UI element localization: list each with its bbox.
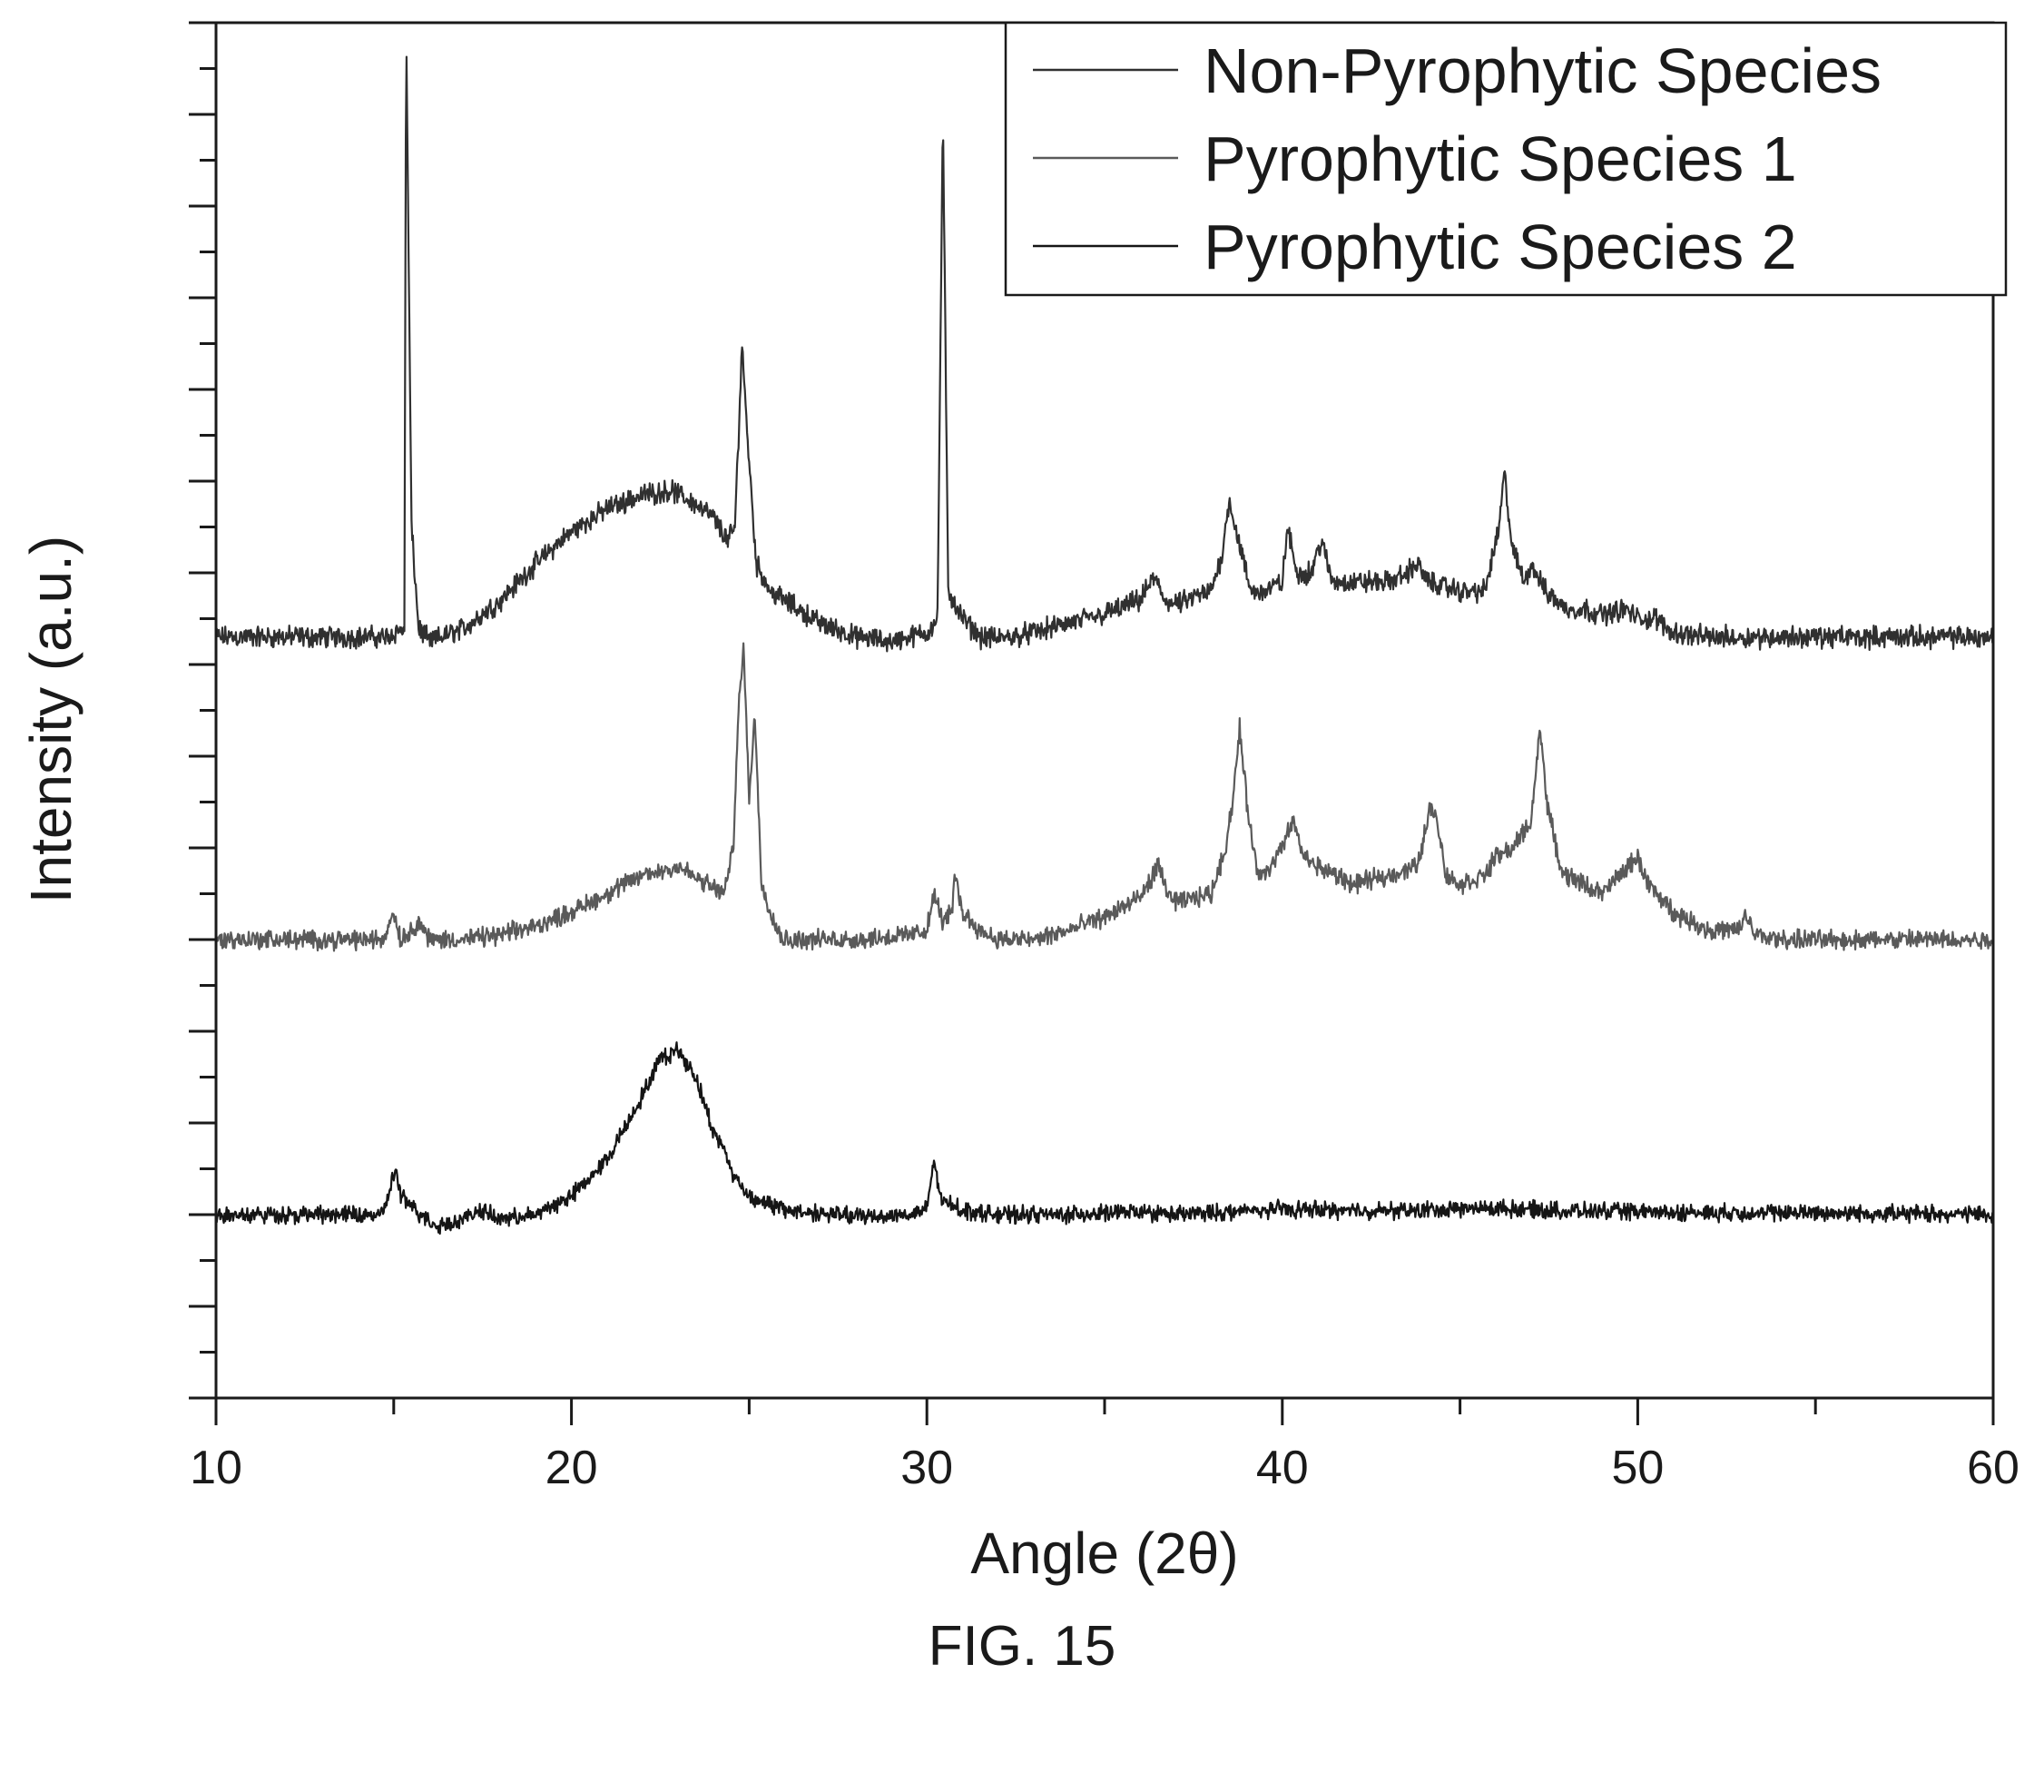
y-axis-ticks xyxy=(189,21,216,1400)
series-line-3 xyxy=(214,1041,1995,1236)
x-axis-ticks xyxy=(214,1398,1995,1425)
y-axis-title: Intensity (a.u.) xyxy=(18,536,84,904)
x-tick-label: 20 xyxy=(545,1442,598,1494)
x-tick-label: 50 xyxy=(1611,1442,1664,1494)
series-layer xyxy=(214,55,1995,1236)
x-axis-tick-labels: 10 20 30 40 50 60 xyxy=(190,1442,2019,1494)
series-line-1 xyxy=(214,55,1995,653)
figure-caption: FIG. 15 xyxy=(928,1615,1116,1678)
x-axis-title: Angle (2θ) xyxy=(970,1521,1238,1586)
legend-label: Pyrophytic Species 1 xyxy=(1204,123,1797,194)
legend-label: Non-Pyrophytic Species xyxy=(1204,35,1882,106)
x-tick-label: 10 xyxy=(190,1442,242,1494)
x-tick-label: 40 xyxy=(1256,1442,1309,1494)
x-tick-label: 30 xyxy=(900,1442,953,1494)
legend-label: Pyrophytic Species 2 xyxy=(1204,212,1797,282)
series-line-2 xyxy=(214,642,1994,952)
legend: Non-Pyrophytic Species Pyrophytic Species… xyxy=(1004,21,2008,297)
x-tick-label: 60 xyxy=(1967,1442,2019,1494)
